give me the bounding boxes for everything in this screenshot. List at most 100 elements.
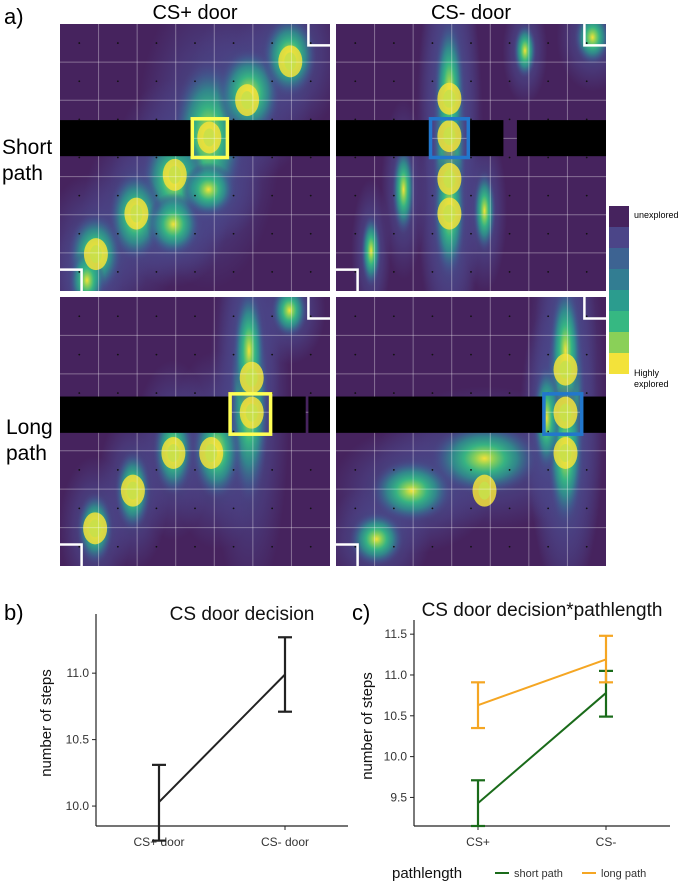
heatmap-hotspot-core <box>284 52 297 71</box>
series-line <box>477 658 607 707</box>
grid-dot <box>470 194 472 197</box>
grid-dot <box>155 194 158 197</box>
grid-dot <box>116 315 119 318</box>
grid-dot <box>508 232 511 235</box>
col-title-cs-minus: CS- door <box>430 2 512 24</box>
grid-dot <box>585 315 588 318</box>
grid-dot <box>392 315 395 318</box>
grid-dot <box>585 545 588 548</box>
grid-dot <box>547 545 550 548</box>
grid-dot <box>585 507 588 510</box>
grid-dot <box>547 271 550 273</box>
grid-dot <box>116 232 119 235</box>
colorbar-swatch <box>609 311 629 332</box>
grid-dot <box>194 80 196 83</box>
heatmap-svg <box>60 24 330 291</box>
heatmap-hotspot-core <box>559 444 572 463</box>
grid-dot <box>470 507 472 510</box>
start-corner-marker <box>336 268 359 291</box>
heatmap-hotspot-core <box>443 204 456 223</box>
colorbar-swatch <box>609 332 629 353</box>
y-tick-label: 11.0 <box>67 666 90 680</box>
grid-dot <box>547 156 550 159</box>
grid-dot <box>508 156 511 159</box>
grid-dot <box>78 232 81 235</box>
heatmap-hotspot-core <box>89 245 102 264</box>
grid-dot <box>508 194 511 197</box>
grid-dot <box>585 271 588 273</box>
colorbar-swatch <box>609 248 629 269</box>
heatmap-blob <box>473 170 496 252</box>
heatmap-hotspot-core <box>168 165 181 184</box>
grid-dot <box>309 80 312 83</box>
row-title-short: Short path <box>2 136 53 185</box>
grid-dot <box>354 545 357 548</box>
grid-dot <box>585 194 588 197</box>
grid-dot <box>271 315 274 318</box>
grid-dot <box>271 118 274 121</box>
series-line <box>158 673 286 803</box>
grid-dot <box>309 194 312 197</box>
heatmap-blob <box>146 192 201 256</box>
grid-dot <box>354 392 357 394</box>
grid-dot <box>78 315 81 318</box>
grid-dot <box>116 392 119 394</box>
grid-dot <box>547 118 550 121</box>
grid-dot <box>585 156 588 159</box>
grid-dot <box>271 194 274 197</box>
grid-dot <box>309 118 312 121</box>
start-corner-marker <box>336 543 359 566</box>
grid-dot <box>547 353 550 356</box>
grid-dot <box>78 118 81 121</box>
end-corner-marker <box>307 297 330 320</box>
grid-dot <box>116 469 119 471</box>
wall-segment <box>336 396 544 433</box>
grid-dot <box>392 469 395 471</box>
grid-dot <box>354 80 357 83</box>
grid-dot <box>232 430 235 433</box>
grid-dot <box>194 353 196 356</box>
grid-dot <box>392 156 395 159</box>
grid-dot <box>431 545 434 548</box>
grid-dot <box>470 392 472 394</box>
grid-dot <box>585 80 588 83</box>
series-line <box>477 692 607 804</box>
wall-segment <box>516 120 606 157</box>
heatmap-blob <box>371 459 453 523</box>
grid-dot <box>470 545 472 548</box>
heatmap-blob <box>533 364 561 473</box>
grid-dot <box>547 469 550 471</box>
legend-unexplored-label: unexplored <box>634 210 679 220</box>
grid-dot <box>78 545 81 548</box>
grid-dot <box>547 80 550 83</box>
grid-dot <box>508 507 511 510</box>
colorbar-swatch <box>609 227 629 248</box>
x-tick-label: CS+ door <box>133 835 184 849</box>
chart-cs-door-decision: CS door decision 10.0 10.5 11.0 CS+ door CS- … <box>38 604 348 849</box>
heatmap-cs-minus-short <box>336 24 606 291</box>
grid-dot <box>116 353 119 356</box>
grid-dot <box>194 507 196 510</box>
wall-segment <box>60 396 231 433</box>
grid-dot <box>232 156 235 159</box>
grid-dot <box>470 315 472 318</box>
x-tick-label: CS- door <box>261 835 309 849</box>
grid-dot <box>155 469 158 471</box>
grid-dot <box>508 545 511 548</box>
grid-dot <box>508 42 511 44</box>
colorbar <box>609 206 629 374</box>
grid-dot <box>309 156 312 159</box>
grid-dot <box>431 469 434 471</box>
grid-dot <box>354 118 357 121</box>
grid-dot <box>470 156 472 159</box>
grid-dot <box>392 42 395 44</box>
grid-dot <box>271 80 274 83</box>
grid-dot <box>309 271 312 273</box>
grid-dot <box>547 42 550 44</box>
grid-dot <box>155 507 158 510</box>
y-tick-label: 10.5 <box>66 733 90 747</box>
heatmap-hotspot-core <box>89 519 102 538</box>
end-corner-marker <box>583 297 606 320</box>
grid-dot <box>470 80 472 83</box>
grid-dot <box>354 353 357 356</box>
